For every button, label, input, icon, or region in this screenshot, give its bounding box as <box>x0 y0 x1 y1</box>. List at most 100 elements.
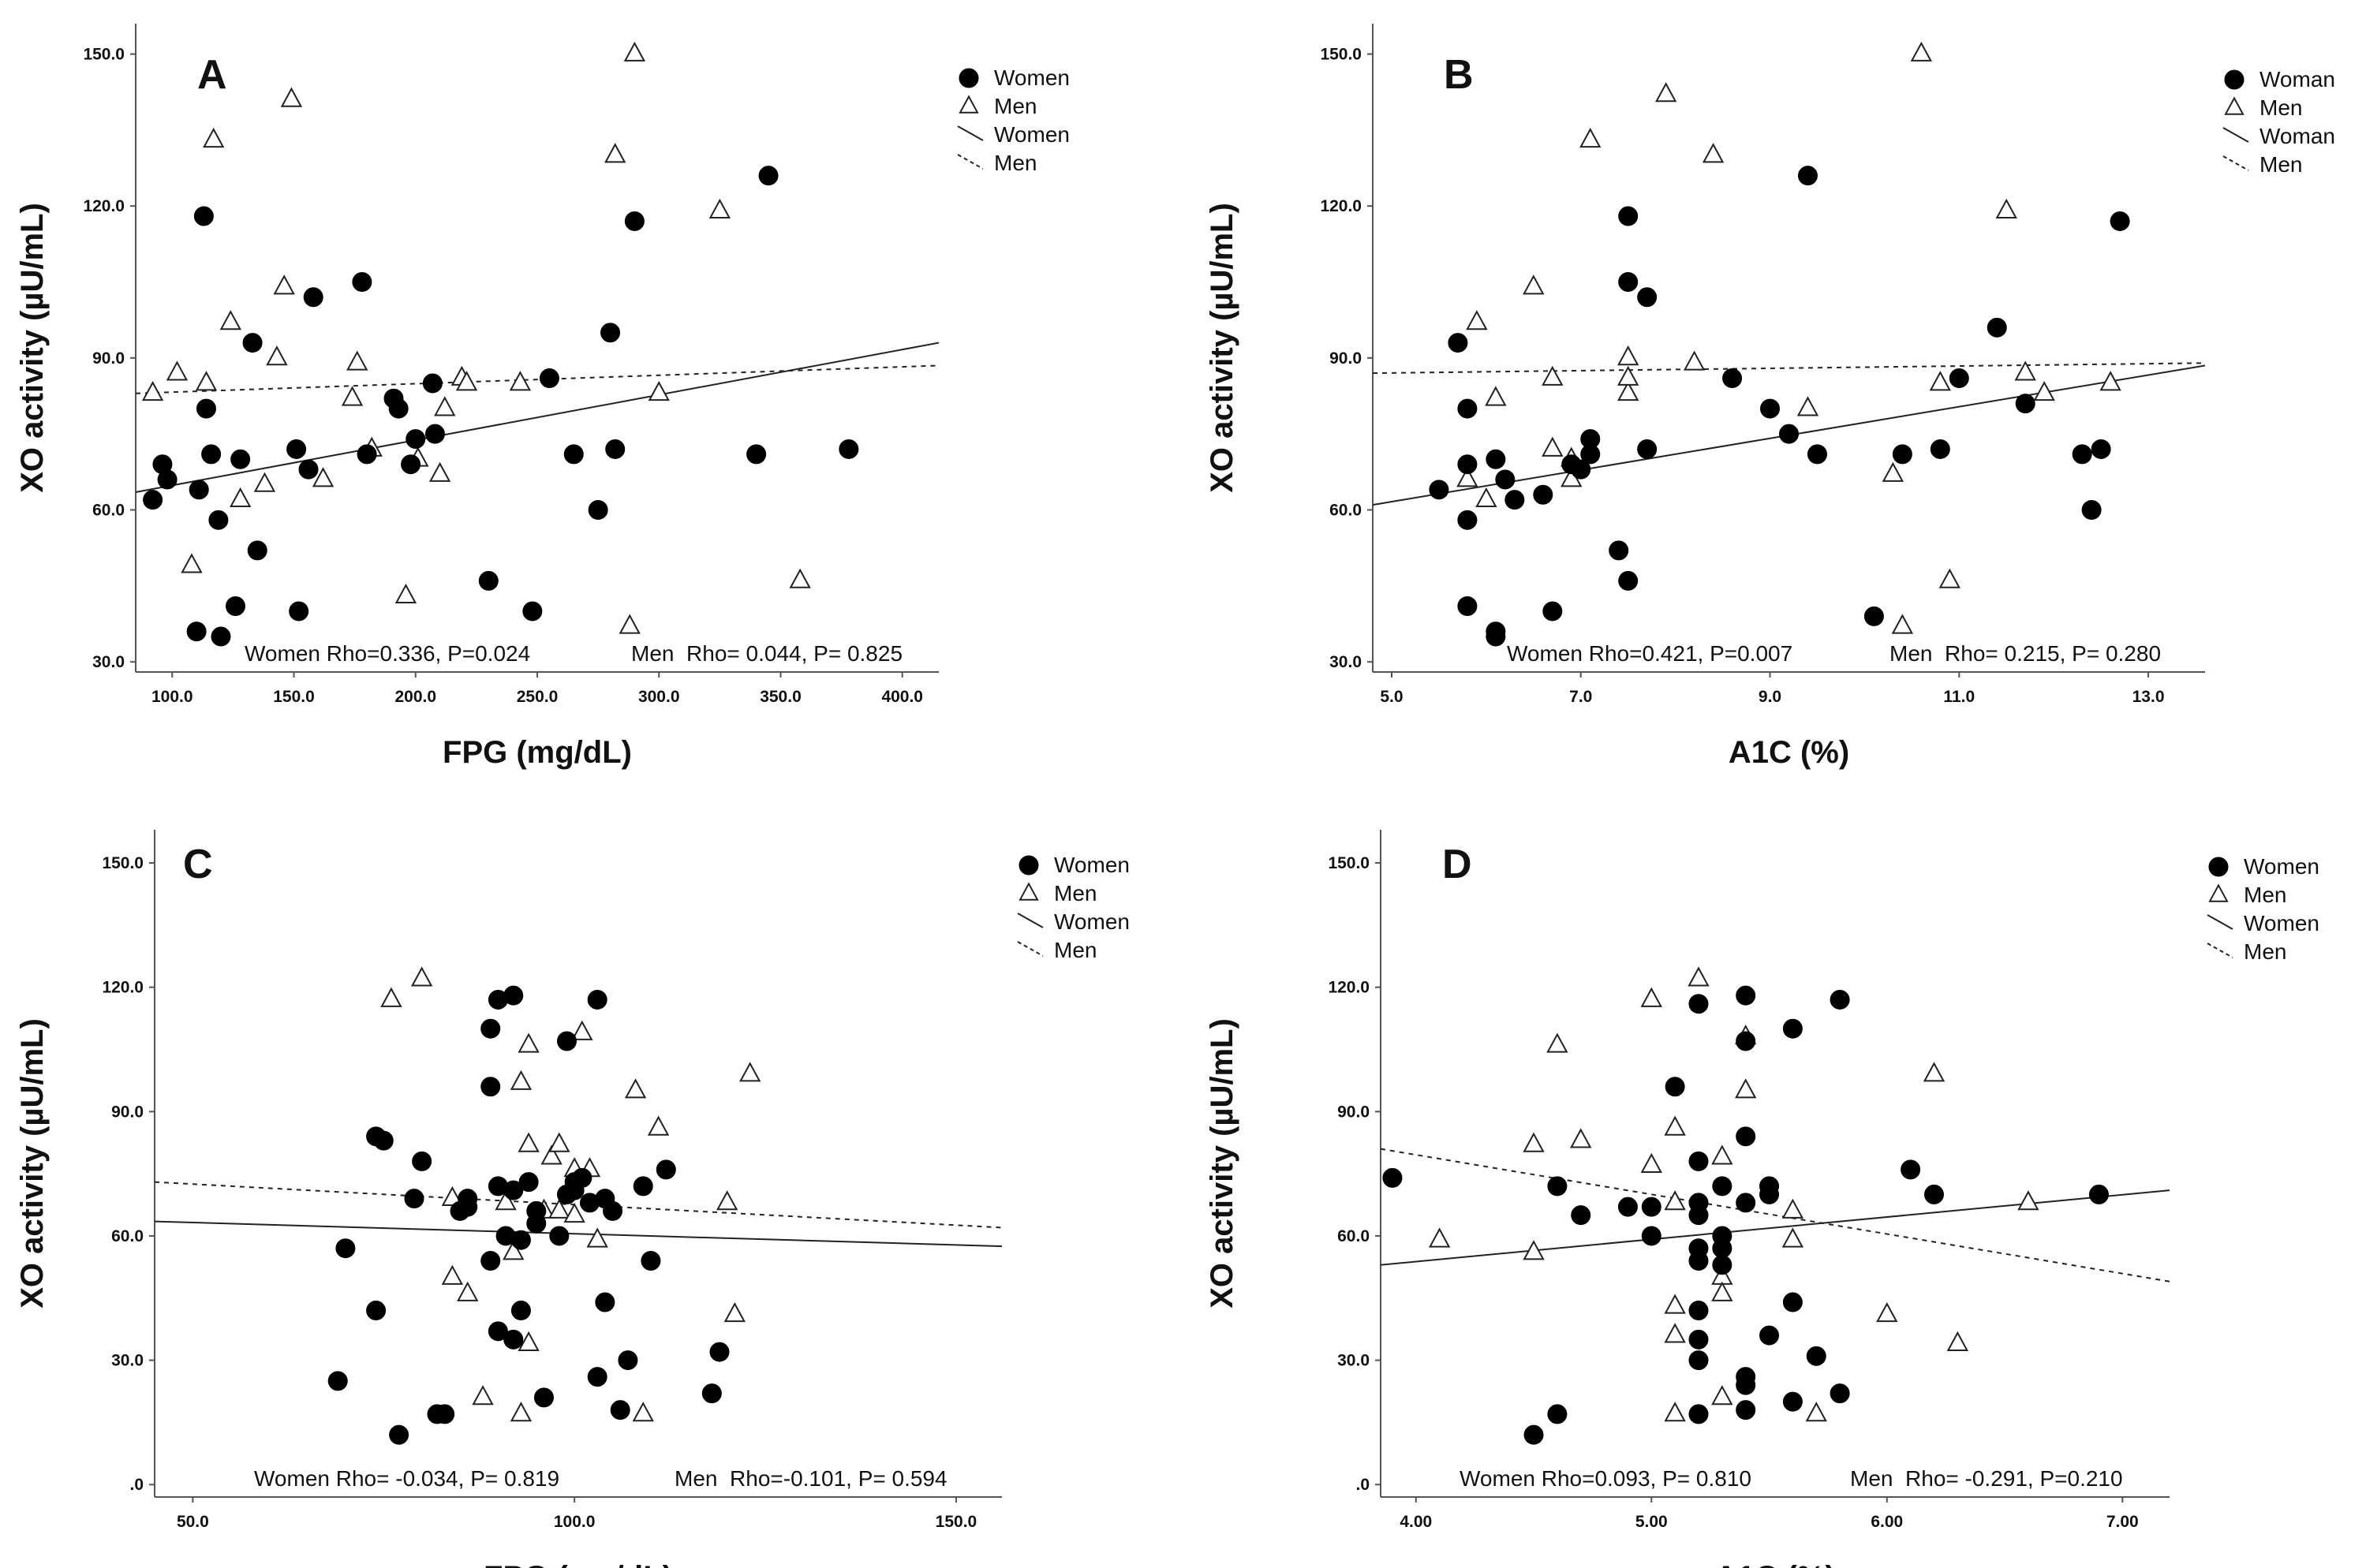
women-data-point <box>1457 510 1478 530</box>
men-data-point <box>428 461 451 482</box>
women-data-point <box>1571 459 1591 480</box>
women-data-point <box>1688 1329 1709 1350</box>
men-data-point <box>1546 1032 1568 1053</box>
y-tick-label: .0 <box>1355 1476 1370 1494</box>
women-data-point <box>1448 333 1468 353</box>
women-data-point <box>1688 1151 1709 1171</box>
x-axis-title: FPG (mg/dL) <box>443 735 632 770</box>
women-data-point <box>189 480 209 500</box>
women-data-point <box>1949 368 1969 389</box>
legend-label: Men <box>994 151 1037 175</box>
x-tick-label: 300.0 <box>638 688 680 706</box>
men-data-point <box>455 371 478 391</box>
legend-label: Woman <box>2259 67 2335 91</box>
men-data-point <box>1664 1115 1686 1136</box>
women-data-point <box>1782 1391 1803 1412</box>
men-data-point <box>1456 467 1478 487</box>
women-fit-line <box>1380 1189 2170 1266</box>
men-data-point <box>441 1264 464 1285</box>
men-data-point <box>312 467 335 487</box>
men-data-point <box>253 472 276 492</box>
women-data-point <box>1688 1205 1709 1226</box>
women-data-point <box>1641 1197 1661 1217</box>
women-fit-line <box>154 1220 1003 1248</box>
women-data-point <box>603 1200 623 1221</box>
women-data-point <box>503 985 524 1006</box>
y-tick-label: 120.0 <box>1328 979 1370 997</box>
women-data-point <box>1618 272 1639 293</box>
men-data-point <box>2014 360 2036 381</box>
women-data-point <box>641 1250 661 1271</box>
y-tick-label: 150.0 <box>102 854 144 872</box>
women-data-point <box>503 1329 524 1350</box>
women-data-point <box>2091 439 2111 459</box>
men-data-point <box>1664 1294 1686 1314</box>
x-tick-label: 50.0 <box>177 1513 209 1531</box>
women-data-point <box>406 429 426 450</box>
women-data-point <box>624 211 645 231</box>
men-data-point <box>1428 1227 1451 1248</box>
men-data-point <box>203 127 225 148</box>
panel-d: .0 30.0 60.0 90.0 120.0 150.0 4.00 5.00 6.00 7.00… <box>1205 830 2319 1568</box>
women-data-point <box>1736 1031 1756 1051</box>
men-fit-line <box>1372 362 2206 375</box>
men-data-point <box>619 614 641 634</box>
legend-men-marker <box>959 95 979 114</box>
x-tick-label: 9.0 <box>1759 688 1781 706</box>
women-data-point <box>600 323 621 343</box>
women-data-point <box>157 469 178 490</box>
x-tick-label: 13.0 <box>2132 688 2165 706</box>
men-data-point <box>2099 371 2121 391</box>
legend-label: Men <box>2244 883 2286 907</box>
men-data-point <box>647 1115 670 1136</box>
women-data-point <box>422 373 443 394</box>
y-tick-label: 30.0 <box>111 1352 144 1370</box>
women-data-point <box>1457 596 1478 617</box>
women-data-point <box>1617 1197 1638 1217</box>
men-data-point <box>394 583 417 604</box>
women-data-point <box>1736 1126 1756 1147</box>
legend-men-line <box>2207 943 2233 958</box>
men-data-point <box>789 568 811 588</box>
women-data-point <box>424 424 445 444</box>
women-data-point <box>242 333 263 353</box>
x-tick-label: 200.0 <box>394 688 436 706</box>
men-fit-line <box>1380 1148 2170 1282</box>
y-tick-label: 30.0 <box>1337 1352 1370 1370</box>
women-data-point <box>1547 1176 1568 1197</box>
women-data-point <box>1429 480 1449 500</box>
women-data-point <box>1637 287 1658 308</box>
men-data-point <box>273 274 295 295</box>
men-data-point <box>380 987 402 1007</box>
x-tick-label: 150.0 <box>273 688 315 706</box>
women-data-point <box>2072 444 2092 465</box>
x-tick-label: 400.0 <box>881 688 923 706</box>
men-data-point <box>181 553 203 573</box>
women-data-point <box>1547 1404 1568 1424</box>
legend-label: Men <box>2259 95 2302 120</box>
men-data-point <box>1702 143 1725 163</box>
legend-label: Men <box>1054 938 1097 962</box>
legend-women-line <box>2207 914 2233 930</box>
legend: Woman Men Woman Men <box>2222 67 2335 177</box>
women-data-point <box>758 166 779 186</box>
y-tick-label: 30.0 <box>92 653 125 671</box>
women-data-point <box>289 601 309 622</box>
women-data-point <box>373 1130 394 1151</box>
panel-a: 30.0 60.0 90.0 120.0 150.0 100.0 150.0 200.0 250… <box>15 24 1070 770</box>
x-tick-label: 100.0 <box>151 688 193 706</box>
x-tick-label: 11.0 <box>1943 688 1975 706</box>
men-data-point <box>472 1385 494 1406</box>
x-axis-title: A1C (%) <box>1714 1560 1835 1568</box>
women-data-point <box>656 1159 676 1180</box>
women-data-point <box>1807 444 1827 465</box>
women-data-point <box>510 1230 531 1250</box>
y-tick-label: 90.0 <box>1329 349 1362 368</box>
men-data-point <box>1711 1281 1733 1301</box>
legend-label: Men <box>1054 881 1097 905</box>
men-data-point <box>1542 365 1564 386</box>
legend-men-line <box>2222 155 2249 171</box>
women-stat-text: Women Rho= -0.034, P= 0.819 <box>254 1466 559 1491</box>
legend-women-line <box>2222 127 2249 143</box>
